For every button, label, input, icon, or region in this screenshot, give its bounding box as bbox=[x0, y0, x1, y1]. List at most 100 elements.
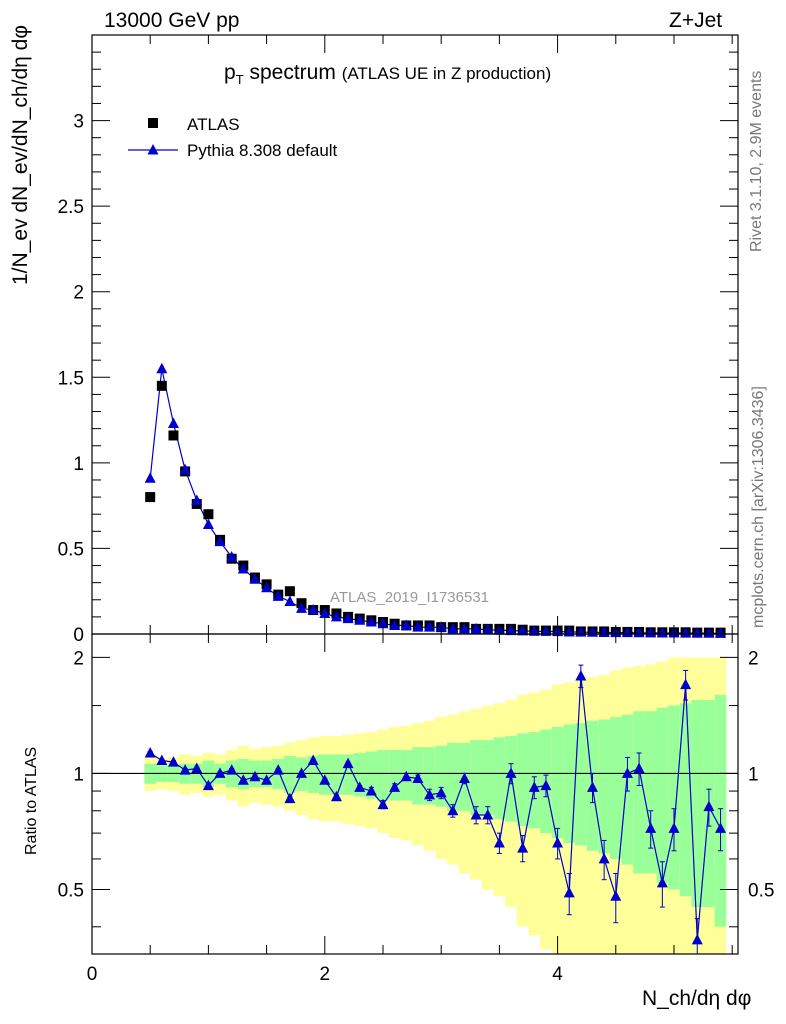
data-point-marker bbox=[168, 430, 179, 441]
mc-point-marker bbox=[680, 627, 692, 638]
mc-point-marker bbox=[354, 614, 366, 625]
ratio-point-marker bbox=[214, 767, 226, 778]
mc-point-marker bbox=[167, 417, 179, 428]
ratio-point-marker bbox=[179, 764, 191, 775]
legend-atlas-label: ATLAS bbox=[187, 115, 240, 134]
ratio-point-marker bbox=[552, 836, 564, 848]
legend-atlas-marker bbox=[148, 118, 158, 128]
mc-point-marker bbox=[330, 610, 342, 622]
ratio-point-marker bbox=[400, 770, 412, 782]
mc-point-marker bbox=[505, 624, 517, 636]
legend: ATLAS Pythia 8.308 default bbox=[128, 115, 338, 160]
mc-point-marker bbox=[458, 622, 470, 634]
axis-ticks bbox=[91, 35, 738, 954]
band-inner-bin bbox=[481, 740, 494, 816]
mc-point-marker bbox=[470, 622, 482, 634]
ratio-point-marker bbox=[237, 774, 249, 785]
y-axis-label-ratio: Ratio to ATLAS bbox=[23, 746, 40, 855]
mc-point-marker bbox=[645, 626, 657, 638]
ratio-point-marker bbox=[645, 822, 657, 833]
data-point-marker bbox=[284, 586, 295, 597]
mc-point-marker bbox=[226, 550, 238, 562]
ratio-point-marker bbox=[272, 764, 284, 775]
title-rest: spectrum bbox=[243, 61, 336, 84]
title-sub: T bbox=[235, 72, 244, 88]
mc-point-marker bbox=[249, 573, 261, 584]
mc-point-marker bbox=[179, 463, 191, 475]
y-axis-label-text: 1/N_ev dN_ev/dN_ch/dη dφ bbox=[9, 25, 32, 285]
mc-point-marker bbox=[528, 625, 540, 636]
band-inner-bin bbox=[284, 755, 296, 793]
band-inner-bin bbox=[435, 745, 448, 807]
ratio-point-marker bbox=[330, 790, 342, 802]
band-inner-bin bbox=[551, 726, 564, 838]
band-inner-bin bbox=[470, 740, 482, 816]
ratio-point-marker bbox=[691, 933, 703, 945]
source-label: mcplots.cern.ch [arXiv:1306.3436] bbox=[750, 386, 767, 628]
y-tick-label: 0 bbox=[73, 625, 84, 646]
header-process: Z+Jet bbox=[669, 9, 723, 32]
band-inner-bin bbox=[516, 733, 529, 827]
mc-point-marker bbox=[214, 535, 226, 547]
mc-point-marker bbox=[261, 581, 273, 593]
ratio-point-marker bbox=[517, 842, 529, 853]
band-inner-bin bbox=[365, 751, 378, 799]
ratio-y-tick-label-right: 0.5 bbox=[748, 880, 774, 901]
band-inner-bin bbox=[377, 750, 389, 801]
ratio-point-marker bbox=[703, 800, 715, 812]
ratio-panel-series bbox=[144, 664, 727, 955]
ratio-point-marker bbox=[447, 804, 459, 816]
ratio-y-tick-label-right: 2 bbox=[748, 648, 759, 669]
header-energy: 13000 GeV pp bbox=[104, 9, 240, 32]
watermark-label: ATLAS_2019_I1736531 bbox=[330, 589, 490, 606]
mc-point-marker bbox=[703, 627, 715, 638]
y-tick-label: 1.5 bbox=[58, 368, 84, 389]
ratio-point-marker bbox=[621, 767, 633, 778]
band-inner-bin bbox=[644, 711, 657, 874]
ratio-point-marker bbox=[633, 762, 645, 773]
band-inner-bin bbox=[679, 703, 692, 897]
ratio-point-marker bbox=[156, 754, 168, 766]
panel-frames bbox=[91, 34, 739, 955]
band-inner-bin bbox=[575, 723, 587, 846]
ratio-point-marker bbox=[226, 764, 238, 775]
mc-point-marker bbox=[191, 494, 203, 506]
ratio-point-marker bbox=[354, 781, 366, 792]
ratio-point-marker bbox=[307, 754, 319, 766]
mc-point-marker bbox=[400, 619, 412, 630]
data-point-marker bbox=[145, 492, 156, 503]
band-inner-bin bbox=[330, 754, 343, 795]
x-tick-label: 0 bbox=[87, 964, 98, 985]
ratio-point-marker bbox=[144, 746, 156, 758]
ratio-point-marker bbox=[424, 788, 436, 800]
ratio-point-marker bbox=[587, 781, 599, 792]
mc-point-marker bbox=[517, 624, 529, 636]
ratio-point-marker bbox=[319, 774, 331, 785]
ratio-point-marker bbox=[412, 772, 424, 784]
ratio-point-marker bbox=[167, 756, 179, 767]
ratio-point-marker bbox=[680, 678, 692, 690]
band-inner-bin bbox=[598, 719, 610, 854]
y-tick-label: 2 bbox=[73, 283, 84, 304]
ratio-y-tick-label-right: 1 bbox=[748, 764, 759, 785]
ratio-point-marker bbox=[540, 779, 552, 791]
mc-point-marker bbox=[377, 617, 389, 629]
band-inner-bin bbox=[691, 700, 704, 908]
ratio-point-marker bbox=[598, 852, 610, 864]
ratio-point-marker bbox=[435, 786, 447, 798]
mc-point-marker bbox=[342, 612, 354, 624]
ratio-point-marker bbox=[249, 770, 261, 782]
mc-point-marker bbox=[144, 472, 156, 483]
ratio-point-marker bbox=[284, 792, 296, 804]
mc-point-marker bbox=[691, 627, 703, 638]
ratio-point-marker bbox=[458, 772, 470, 784]
x-tick-label: 2 bbox=[320, 964, 331, 985]
title-note: (ATLAS UE in Z production) bbox=[341, 64, 552, 83]
mc-point-marker bbox=[284, 595, 296, 606]
ratio-point-marker bbox=[389, 781, 401, 792]
ratio-point-marker bbox=[575, 669, 587, 681]
mc-point-marker bbox=[156, 362, 168, 374]
band-inner-bin bbox=[237, 758, 250, 790]
axis-tick-labels: 00.511.522.530.5 0.51 12 20 2 4 bbox=[58, 112, 775, 985]
